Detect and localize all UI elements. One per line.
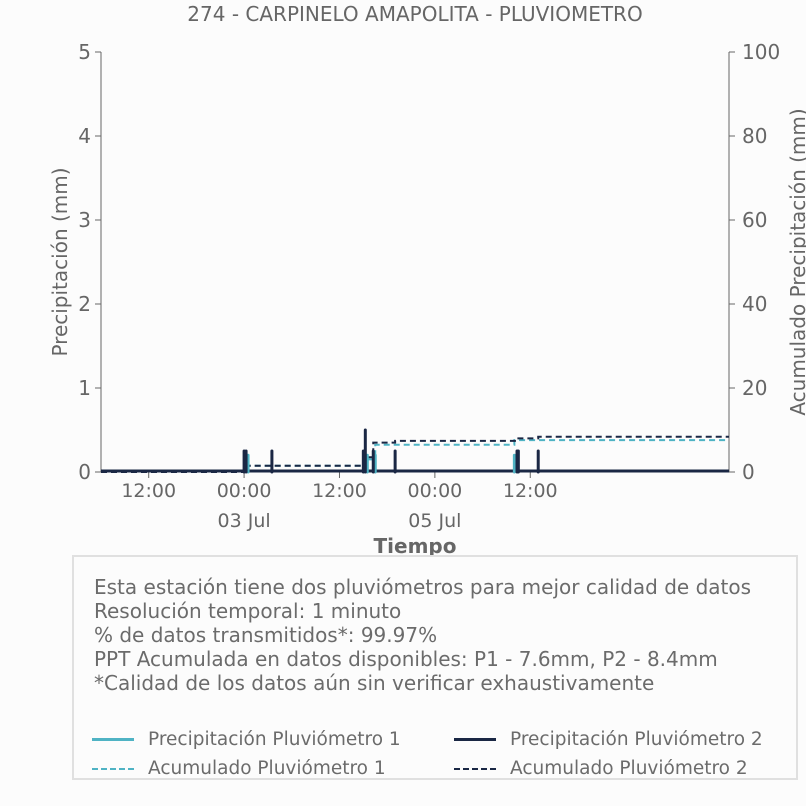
y-tick-label: 0 [78, 460, 91, 484]
legend-item-p1: Precipitación Pluviómetro 1 [92, 729, 401, 750]
legend-label: Precipitación Pluviómetro 1 [148, 729, 401, 750]
legend-swatch-p2 [454, 738, 496, 741]
legend-swatch-p1 [92, 738, 134, 741]
legend-swatch-acc1 [92, 767, 134, 770]
y2-tick-label: 0 [742, 460, 755, 484]
y2-tick-label: 40 [742, 292, 767, 316]
info-line: Resolución temporal: 1 minuto [94, 599, 402, 623]
plot-area: 0 1 2 3 4 5 0 20 40 60 80 100 12:00 00:00 03 Jul 12:00 0… [78, 40, 780, 532]
y-tick-label: 3 [78, 208, 91, 232]
legend-item-p2: Precipitación Pluviómetro 2 [454, 729, 763, 750]
y-tick-label: 2 [78, 292, 91, 316]
x-axis-label: Tiempo [374, 534, 457, 558]
legend-item-acc1: Acumulado Pluviómetro 1 [92, 758, 386, 779]
x-tick-label: 12:00 [503, 480, 558, 502]
legend-label: Acumulado Pluviómetro 2 [510, 758, 748, 779]
y-axis-label: Precipitación (mm) [48, 167, 72, 356]
legend-label: Acumulado Pluviómetro 1 [148, 758, 386, 779]
y-tick-label: 5 [78, 40, 91, 64]
info-line: % de datos transmitidos*: 99.97% [94, 623, 438, 647]
y2-tick-label: 20 [742, 376, 767, 400]
x-tick-sublabel: 03 Jul [218, 510, 271, 532]
info-line: PPT Acumulada en datos disponibles: P1 -… [94, 647, 718, 671]
acc1-line [101, 439, 729, 473]
legend-item-acc2: Acumulado Pluviómetro 2 [454, 758, 748, 779]
legend-swatch-acc2 [454, 767, 496, 770]
y2-tick-label: 100 [742, 40, 780, 64]
legend-label: Precipitación Pluviómetro 2 [510, 729, 763, 750]
x-tick-label: 00:00 [217, 480, 272, 502]
info-line: *Calidad de los datos aún sin verificar … [94, 671, 655, 695]
y2-tick-label: 60 [742, 208, 767, 232]
y2-tick-label: 80 [742, 124, 767, 148]
y2-axis-label: Acumulado Precipitación (mm) [786, 108, 806, 415]
x-tick-label: 12:00 [312, 480, 367, 502]
chart-title: 274 - CARPINELO AMAPOLITA - PLUVIOMETRO [187, 2, 642, 26]
acc2-line [101, 435, 729, 473]
info-legend-box: Esta estación tiene dos pluviómetros par… [72, 555, 798, 780]
info-text: Esta estación tiene dos pluviómetros par… [94, 575, 751, 695]
y-tick-label: 1 [78, 376, 91, 400]
precipitation-chart: 274 - CARPINELO AMAPOLITA - PLUVIOMETRO … [48, 2, 806, 558]
y-tick-label: 4 [78, 124, 91, 148]
x-tick-label: 00:00 [407, 480, 462, 502]
info-line: Esta estación tiene dos pluviómetros par… [94, 575, 752, 599]
x-tick-sublabel: 05 Jul [408, 510, 461, 532]
x-tick-label: 12:00 [121, 480, 176, 502]
